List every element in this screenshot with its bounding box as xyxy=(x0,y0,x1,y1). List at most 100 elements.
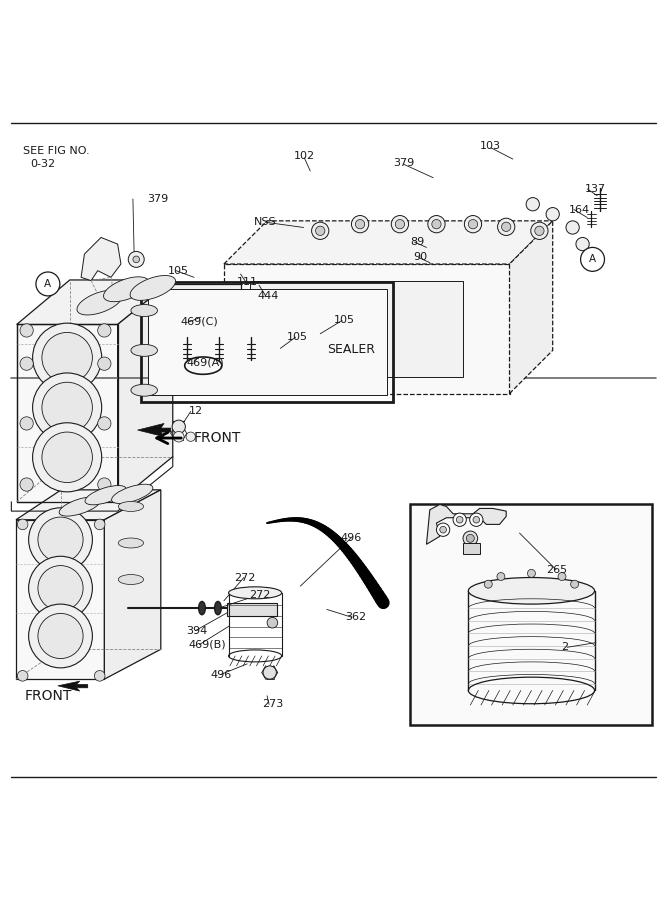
Text: 137: 137 xyxy=(584,184,606,194)
Circle shape xyxy=(29,604,93,668)
Ellipse shape xyxy=(131,384,157,396)
Text: 265: 265 xyxy=(546,564,567,574)
Ellipse shape xyxy=(199,601,205,615)
Circle shape xyxy=(502,222,511,231)
Polygon shape xyxy=(16,519,104,680)
Ellipse shape xyxy=(463,531,478,545)
Polygon shape xyxy=(117,280,173,502)
Circle shape xyxy=(42,432,93,482)
Circle shape xyxy=(29,508,93,572)
Ellipse shape xyxy=(77,290,123,315)
Circle shape xyxy=(498,218,515,236)
Text: 496: 496 xyxy=(340,533,362,543)
Circle shape xyxy=(263,666,276,680)
Text: SEE FIG NO.: SEE FIG NO. xyxy=(23,146,89,156)
Polygon shape xyxy=(510,220,553,393)
Circle shape xyxy=(531,222,548,239)
Circle shape xyxy=(566,220,579,234)
Text: FRONT: FRONT xyxy=(25,688,72,703)
Circle shape xyxy=(128,251,144,267)
Ellipse shape xyxy=(131,304,157,317)
Circle shape xyxy=(33,423,101,491)
Polygon shape xyxy=(58,681,88,691)
Circle shape xyxy=(42,382,93,433)
Ellipse shape xyxy=(468,578,594,604)
Text: 164: 164 xyxy=(570,204,590,214)
Text: 362: 362 xyxy=(346,612,367,623)
Text: 273: 273 xyxy=(262,699,283,709)
Text: A: A xyxy=(589,255,596,265)
Polygon shape xyxy=(251,281,463,377)
Ellipse shape xyxy=(215,601,221,615)
Polygon shape xyxy=(426,505,506,544)
Text: 102: 102 xyxy=(293,150,315,161)
Polygon shape xyxy=(227,603,277,616)
Circle shape xyxy=(173,431,184,442)
Ellipse shape xyxy=(229,587,281,599)
Circle shape xyxy=(484,580,492,589)
Text: 105: 105 xyxy=(334,316,354,326)
Circle shape xyxy=(97,478,111,491)
Polygon shape xyxy=(17,325,117,502)
Circle shape xyxy=(436,523,450,536)
Circle shape xyxy=(352,215,369,233)
Ellipse shape xyxy=(118,538,143,548)
Text: 0-32: 0-32 xyxy=(30,159,55,169)
Polygon shape xyxy=(224,264,510,393)
Text: 469(A): 469(A) xyxy=(186,357,223,367)
Polygon shape xyxy=(224,220,553,264)
Circle shape xyxy=(97,417,111,430)
Circle shape xyxy=(94,670,105,681)
Circle shape xyxy=(42,332,93,382)
Polygon shape xyxy=(137,423,171,436)
Circle shape xyxy=(528,570,536,578)
Ellipse shape xyxy=(466,535,474,543)
Circle shape xyxy=(356,220,365,229)
Circle shape xyxy=(20,357,33,370)
Text: 103: 103 xyxy=(480,140,501,151)
Polygon shape xyxy=(147,289,387,395)
Circle shape xyxy=(526,198,540,211)
Polygon shape xyxy=(104,490,161,680)
Circle shape xyxy=(94,519,105,530)
Ellipse shape xyxy=(111,484,153,503)
Text: 469(C): 469(C) xyxy=(181,317,219,327)
Polygon shape xyxy=(463,543,480,553)
Circle shape xyxy=(172,420,185,434)
Text: 272: 272 xyxy=(249,590,271,599)
Text: 105: 105 xyxy=(287,332,308,342)
Circle shape xyxy=(580,248,604,271)
Polygon shape xyxy=(161,284,241,383)
Circle shape xyxy=(17,519,28,530)
Text: 379: 379 xyxy=(394,158,414,168)
Text: 2: 2 xyxy=(562,643,568,652)
Circle shape xyxy=(432,220,441,229)
Circle shape xyxy=(440,526,446,533)
Ellipse shape xyxy=(131,345,157,356)
Polygon shape xyxy=(81,238,121,281)
Text: 469(B): 469(B) xyxy=(189,640,226,650)
Ellipse shape xyxy=(85,485,126,505)
Ellipse shape xyxy=(118,501,143,511)
Polygon shape xyxy=(16,490,161,519)
Circle shape xyxy=(571,580,578,589)
Circle shape xyxy=(33,373,101,442)
Circle shape xyxy=(558,572,566,580)
Text: 111: 111 xyxy=(237,277,258,287)
Polygon shape xyxy=(171,344,197,364)
Circle shape xyxy=(392,215,409,233)
Text: 89: 89 xyxy=(410,237,424,248)
Ellipse shape xyxy=(103,277,149,302)
Circle shape xyxy=(428,215,445,233)
Circle shape xyxy=(267,617,277,628)
Circle shape xyxy=(97,357,111,370)
Circle shape xyxy=(546,208,560,220)
Text: SEALER: SEALER xyxy=(327,343,375,356)
Text: NSS: NSS xyxy=(253,217,276,227)
Circle shape xyxy=(17,670,28,681)
Circle shape xyxy=(29,556,93,620)
Circle shape xyxy=(497,572,505,580)
Circle shape xyxy=(456,517,463,523)
Circle shape xyxy=(535,226,544,236)
Circle shape xyxy=(464,215,482,233)
